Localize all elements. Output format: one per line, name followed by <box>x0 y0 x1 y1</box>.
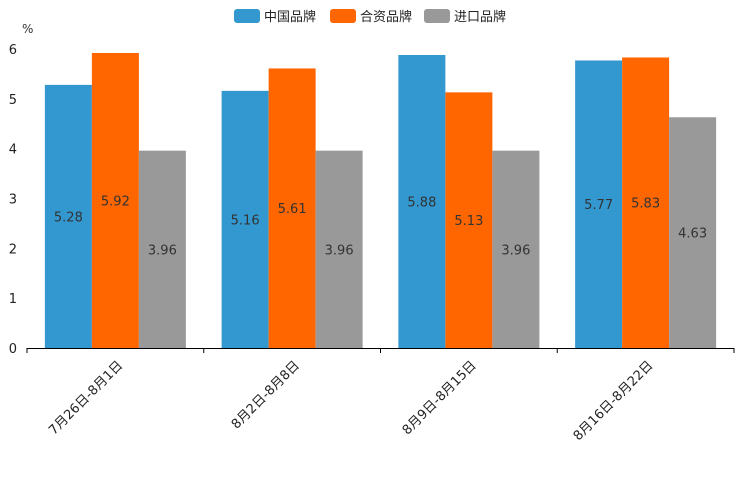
bar[interactable] <box>492 150 540 348</box>
bar-value-label: 5.88 <box>407 195 436 210</box>
x-category-label: 7月26日-8月1日 <box>46 358 126 438</box>
bars: 5.28 5.92 3.96 5.16 5.61 3.96 5.88 5.13 3.96 5.77… <box>44 52 717 349</box>
bar[interactable] <box>669 117 717 348</box>
bar-value-label: 5.28 <box>54 210 83 225</box>
y-tick-label: 2 <box>9 242 17 257</box>
x-axis: 7月26日-8月1日 8月2日-8月8日 8月9日-8月15日 8月16日-8月22日 <box>26 348 735 444</box>
legend-swatch[interactable] <box>234 9 260 23</box>
bar[interactable] <box>138 150 186 348</box>
legend-label[interactable]: 合资品牌 <box>360 9 412 25</box>
y-axis-unit-label: % <box>22 22 33 36</box>
bar-value-label: 3.96 <box>148 243 177 258</box>
y-tick-label: 3 <box>9 193 17 208</box>
y-tick-label: 5 <box>9 93 17 108</box>
legend: 中国品牌 合资品牌 进口品牌 <box>234 9 506 25</box>
bar[interactable] <box>445 92 493 348</box>
bar[interactable] <box>44 84 92 348</box>
x-category-label: 8月2日-8月8日 <box>229 358 303 432</box>
bar-value-label: 5.77 <box>584 198 613 213</box>
legend-swatch[interactable] <box>330 9 356 23</box>
y-tick-label: 1 <box>9 292 17 307</box>
bar[interactable] <box>575 60 623 348</box>
x-category-label: 8月16日-8月22日 <box>571 358 657 444</box>
y-tick-label: 0 <box>9 342 17 357</box>
bar-value-label: 4.63 <box>678 227 707 242</box>
bar[interactable] <box>268 68 316 348</box>
bar[interactable] <box>221 90 269 349</box>
bar-value-label: 3.96 <box>501 243 530 258</box>
bar[interactable] <box>398 54 446 348</box>
y-tick-label: 6 <box>9 43 17 58</box>
bar[interactable] <box>91 52 139 349</box>
legend-label[interactable]: 进口品牌 <box>454 9 506 25</box>
x-category-label: 8月9日-8月15日 <box>400 358 480 438</box>
bar-value-label: 5.83 <box>631 197 660 212</box>
legend-swatch[interactable] <box>424 9 450 23</box>
bar-value-label: 3.96 <box>325 243 354 258</box>
bar-value-label: 5.61 <box>278 202 307 217</box>
bar-value-label: 5.16 <box>231 213 260 228</box>
legend-label[interactable]: 中国品牌 <box>264 9 316 25</box>
bar[interactable] <box>622 57 670 348</box>
bar-value-label: 5.13 <box>454 214 483 229</box>
bar-value-label: 5.92 <box>101 194 130 209</box>
y-axis: 0 1 2 3 4 5 6 <box>9 43 17 357</box>
y-tick-label: 4 <box>9 143 17 158</box>
bar[interactable] <box>315 150 363 348</box>
